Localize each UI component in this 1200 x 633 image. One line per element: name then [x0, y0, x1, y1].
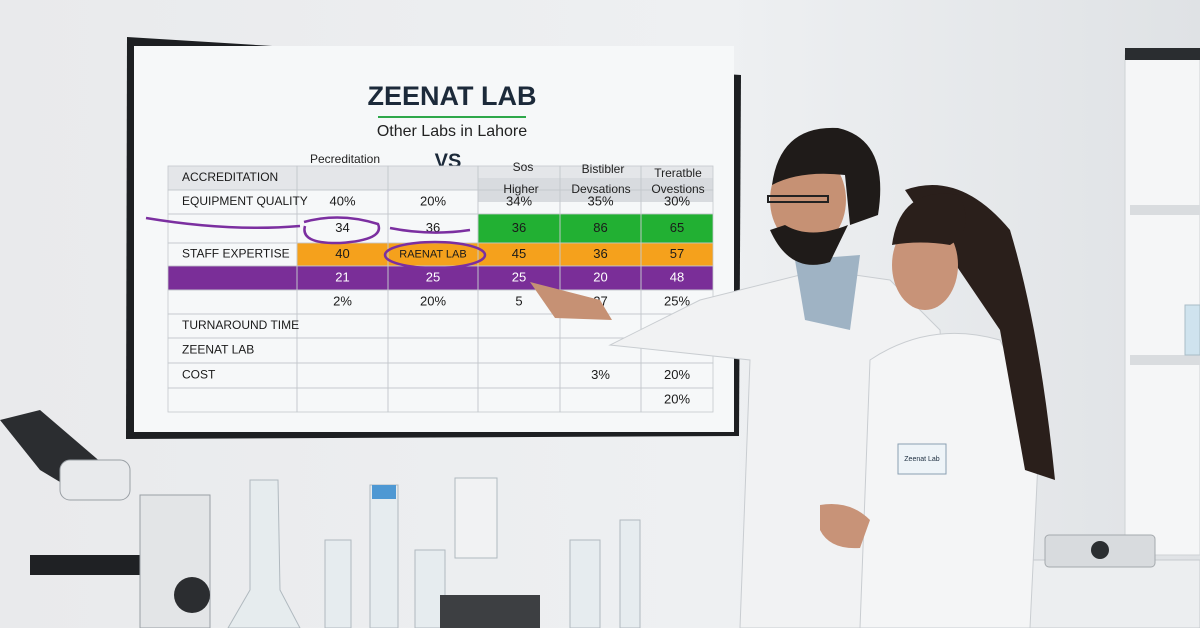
column-header: Treratble: [654, 166, 702, 180]
row-label: EQUIPMENT QUALITY: [182, 194, 308, 208]
screen-title: ZEENAT LAB: [368, 81, 537, 111]
row-fill: [168, 266, 713, 290]
row-fill: [478, 214, 713, 243]
cell-value: 20%: [420, 193, 446, 208]
row-label: ACCREDITATION: [182, 170, 278, 184]
column-subheader: Devsations: [571, 182, 630, 196]
row-label: TURNAROUND TIME: [182, 318, 299, 332]
cell-value: 40: [335, 246, 349, 261]
cell-value: 35%: [587, 193, 613, 208]
column-subheader: Ovestions: [651, 182, 704, 196]
row-label: ZEENAT LAB: [182, 343, 254, 357]
cell-value: 36: [512, 220, 526, 235]
bench: [1029, 559, 1200, 629]
cell-value: 86: [593, 220, 607, 235]
row-label: COST: [182, 368, 216, 382]
annotation-circle: [383, 240, 487, 270]
row-label: STAFF EXPERTISE: [182, 247, 290, 261]
cell-value: 20%: [664, 367, 690, 382]
knob: [1091, 541, 1109, 559]
cell-value: 20%: [420, 293, 446, 308]
badge-text: Zeenat Lab: [904, 456, 940, 463]
cell-value: 45: [512, 246, 526, 261]
glassware: [227, 477, 641, 629]
cell-value: 57: [670, 246, 684, 261]
cell-value: 3%: [591, 367, 610, 382]
row-fill: [297, 243, 713, 266]
cell-value: 34: [335, 220, 349, 235]
cell-value: 36: [426, 220, 440, 235]
column-header: Bistibler: [582, 162, 625, 176]
cell-value: 40%: [329, 193, 355, 208]
cell-value: 48: [670, 269, 684, 284]
cell-value: 5: [515, 293, 522, 308]
cell-value: 20%: [664, 391, 690, 406]
column-subheader: Higher: [503, 182, 538, 196]
cell-value: 2%: [333, 293, 352, 308]
column-header: Pecreditation: [310, 152, 380, 166]
badge: [897, 443, 947, 475]
cell-value: 20: [593, 269, 607, 284]
cell-value: 65: [670, 220, 684, 235]
cell-value: 25: [512, 269, 526, 284]
cell-value: 25: [426, 269, 440, 284]
woman: Zeenat Lab: [820, 185, 1055, 629]
cell-value: 30%: [664, 193, 690, 208]
shelf: [1124, 48, 1200, 556]
screen-subtitle: Other Labs in Lahore: [377, 123, 527, 140]
cell-value: 21: [335, 269, 349, 284]
cell-value: RAENAT LAB: [399, 248, 466, 260]
cell-value: 25%: [664, 293, 690, 308]
screen-content: ZEENAT LAB Other Labs in Lahore VS ACCRE…: [145, 81, 714, 413]
annotation-scribble: [145, 216, 471, 245]
cell-value: 36: [593, 246, 607, 261]
table-cell: [640, 387, 714, 413]
column-header: Sos: [513, 160, 534, 174]
cell-value: 34%: [506, 193, 532, 208]
